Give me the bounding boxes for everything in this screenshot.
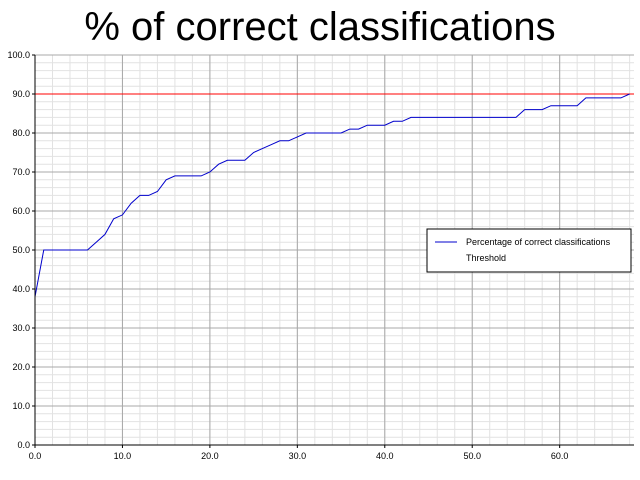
y-tick-label: 30.0	[12, 323, 30, 333]
x-tick-label: 60.0	[551, 451, 569, 461]
chart-title: % of correct classifications	[84, 5, 556, 49]
y-tick-label: 20.0	[12, 362, 30, 372]
x-tick-label: 30.0	[289, 451, 307, 461]
y-tick-label: 50.0	[12, 245, 30, 255]
x-tick-label: 10.0	[114, 451, 132, 461]
y-tick-label: 10.0	[12, 401, 30, 411]
legend-label: Threshold	[466, 253, 506, 263]
y-tick-label: 60.0	[12, 206, 30, 216]
x-tick-label: 50.0	[463, 451, 481, 461]
y-tick-label: 0.0	[17, 440, 30, 450]
tick-labels: 0.0 10.0 20.0 30.0 40.0 50.0 60.0 0.0 10.0 20.0 30…	[7, 50, 568, 461]
legend: Percentage of correct classifications Thr…	[426, 228, 632, 273]
series-line-percentage-correct	[34, 93, 630, 297]
y-tick-label: 100.0	[7, 50, 30, 60]
y-tick-label: 70.0	[12, 167, 30, 177]
y-tick-label: 40.0	[12, 284, 30, 294]
y-tick-label: 80.0	[12, 128, 30, 138]
legend-label: Percentage of correct classifications	[466, 237, 611, 247]
series-layer	[34, 93, 634, 297]
axes	[32, 54, 634, 448]
y-tick-label: 90.0	[12, 89, 30, 99]
x-tick-label: 0.0	[29, 451, 42, 461]
x-tick-label: 40.0	[376, 451, 394, 461]
x-tick-label: 20.0	[201, 451, 219, 461]
legend-box	[426, 228, 632, 273]
